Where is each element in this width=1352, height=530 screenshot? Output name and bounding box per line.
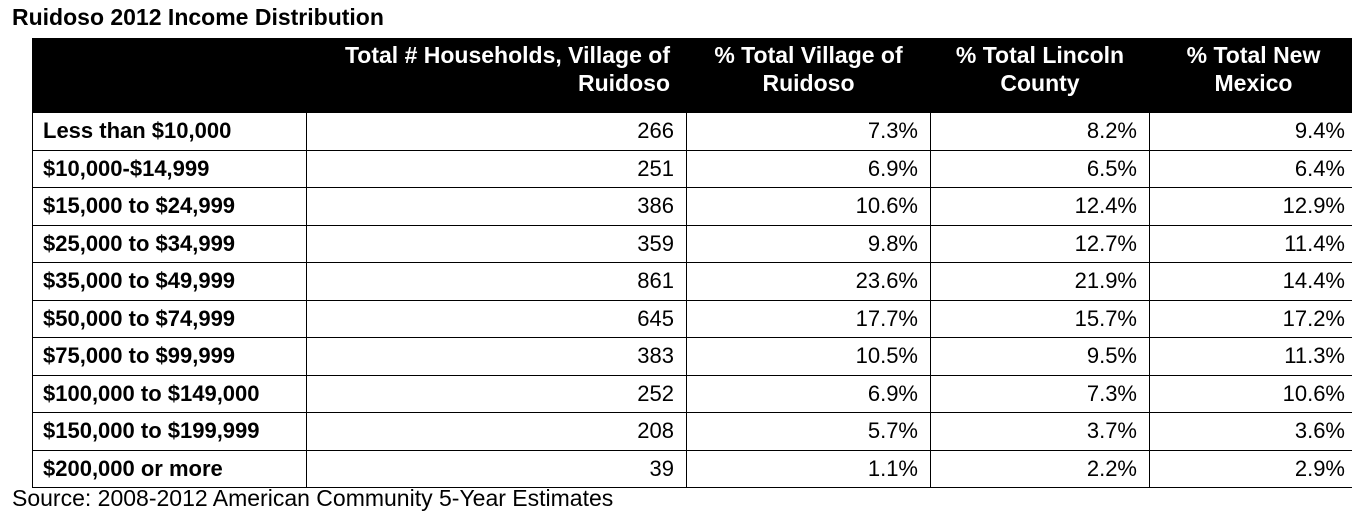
header-cell-nm-pct: % Total New Mexico bbox=[1149, 38, 1352, 113]
row-label: $75,000 to $99,999 bbox=[32, 337, 307, 376]
row-label: $200,000 or more bbox=[32, 449, 307, 488]
cell-nm-pct: 2.9% bbox=[1149, 449, 1352, 488]
row-label: $25,000 to $34,999 bbox=[32, 224, 307, 263]
cell-county-pct: 3.7% bbox=[930, 412, 1150, 451]
cell-households: 39 bbox=[306, 449, 687, 488]
cell-village-pct: 17.7% bbox=[686, 299, 931, 338]
cell-households: 251 bbox=[306, 149, 687, 188]
cell-county-pct: 2.2% bbox=[930, 449, 1150, 488]
cell-village-pct: 5.7% bbox=[686, 412, 931, 451]
cell-households: 359 bbox=[306, 224, 687, 263]
table-row: $25,000 to $34,999 359 9.8% 12.7% 11.4% bbox=[32, 224, 1352, 263]
table-row: $150,000 to $199,999 208 5.7% 3.7% 3.6% bbox=[32, 412, 1352, 451]
table-title: Ruidoso 2012 Income Distribution bbox=[12, 4, 384, 30]
cell-village-pct: 10.6% bbox=[686, 187, 931, 226]
cell-nm-pct: 9.4% bbox=[1149, 112, 1352, 151]
cell-county-pct: 9.5% bbox=[930, 337, 1150, 376]
table-row: $200,000 or more 39 1.1% 2.2% 2.9% bbox=[32, 449, 1352, 488]
table-row: $75,000 to $99,999 383 10.5% 9.5% 11.3% bbox=[32, 337, 1352, 376]
cell-county-pct: 21.9% bbox=[930, 262, 1150, 301]
table-row: $35,000 to $49,999 861 23.6% 21.9% 14.4% bbox=[32, 262, 1352, 301]
cell-nm-pct: 3.6% bbox=[1149, 412, 1352, 451]
cell-nm-pct: 6.4% bbox=[1149, 149, 1352, 188]
cell-households: 383 bbox=[306, 337, 687, 376]
header-cell-households: Total # Households, Village of Ruidoso bbox=[306, 38, 687, 113]
row-label: $10,000-$14,999 bbox=[32, 149, 307, 188]
cell-village-pct: 6.9% bbox=[686, 374, 931, 413]
cell-nm-pct: 11.4% bbox=[1149, 224, 1352, 263]
cell-county-pct: 12.4% bbox=[930, 187, 1150, 226]
cell-village-pct: 9.8% bbox=[686, 224, 931, 263]
header-cell-village-pct: % Total Village of Ruidoso bbox=[686, 38, 931, 113]
cell-village-pct: 7.3% bbox=[686, 112, 931, 151]
row-label: $35,000 to $49,999 bbox=[32, 262, 307, 301]
cell-households: 645 bbox=[306, 299, 687, 338]
cell-households: 386 bbox=[306, 187, 687, 226]
row-label: $150,000 to $199,999 bbox=[32, 412, 307, 451]
header-cell-county-pct: % Total Lincoln County bbox=[930, 38, 1150, 113]
cell-households: 861 bbox=[306, 262, 687, 301]
cell-county-pct: 7.3% bbox=[930, 374, 1150, 413]
table-row: $50,000 to $74,999 645 17.7% 15.7% 17.2% bbox=[32, 299, 1352, 338]
cell-nm-pct: 17.2% bbox=[1149, 299, 1352, 338]
header-cell-blank bbox=[32, 38, 307, 113]
row-label: Less than $10,000 bbox=[32, 112, 307, 151]
income-table: Total # Households, Village of Ruidoso %… bbox=[32, 38, 1352, 488]
cell-nm-pct: 12.9% bbox=[1149, 187, 1352, 226]
table-row: Less than $10,000 266 7.3% 8.2% 9.4% bbox=[32, 112, 1352, 151]
cell-nm-pct: 14.4% bbox=[1149, 262, 1352, 301]
cell-county-pct: 8.2% bbox=[930, 112, 1150, 151]
cell-households: 252 bbox=[306, 374, 687, 413]
cell-households: 266 bbox=[306, 112, 687, 151]
cell-county-pct: 6.5% bbox=[930, 149, 1150, 188]
table-row: $100,000 to $149,000 252 6.9% 7.3% 10.6% bbox=[32, 374, 1352, 413]
header-row: Total # Households, Village of Ruidoso %… bbox=[32, 38, 1352, 113]
cell-village-pct: 23.6% bbox=[686, 262, 931, 301]
row-label: $50,000 to $74,999 bbox=[32, 299, 307, 338]
table-row: $10,000-$14,999 251 6.9% 6.5% 6.4% bbox=[32, 149, 1352, 188]
cell-village-pct: 6.9% bbox=[686, 149, 931, 188]
table-body: Less than $10,000 266 7.3% 8.2% 9.4% $10,000-… bbox=[32, 112, 1352, 488]
cell-village-pct: 1.1% bbox=[686, 449, 931, 488]
cell-county-pct: 12.7% bbox=[930, 224, 1150, 263]
cell-nm-pct: 10.6% bbox=[1149, 374, 1352, 413]
cell-households: 208 bbox=[306, 412, 687, 451]
table-row: $15,000 to $24,999 386 10.6% 12.4% 12.9% bbox=[32, 187, 1352, 226]
cell-village-pct: 10.5% bbox=[686, 337, 931, 376]
cell-county-pct: 15.7% bbox=[930, 299, 1150, 338]
row-label: $100,000 to $149,000 bbox=[32, 374, 307, 413]
table-header: Total # Households, Village of Ruidoso %… bbox=[32, 38, 1352, 113]
row-label: $15,000 to $24,999 bbox=[32, 187, 307, 226]
cell-nm-pct: 11.3% bbox=[1149, 337, 1352, 376]
source-note: Source: 2008-2012 American Community 5-Y… bbox=[12, 485, 614, 511]
